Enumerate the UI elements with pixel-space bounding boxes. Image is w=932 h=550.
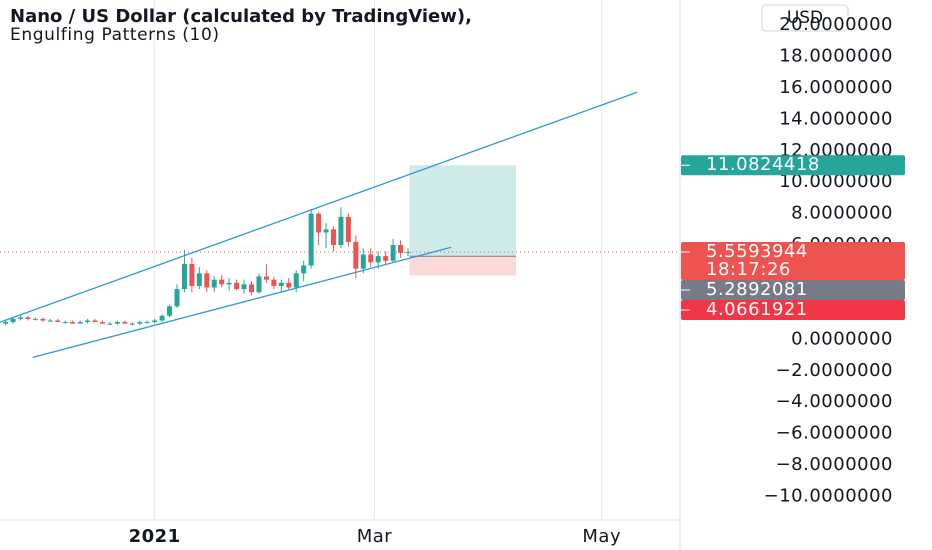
- indicator-label: Engulfing Patterns (10): [10, 25, 220, 45]
- y-tick-label: −8.0000000: [776, 454, 893, 475]
- y-tick-label: 0.0000000: [791, 328, 893, 349]
- candle-body: [286, 282, 292, 288]
- target-zone: [409, 165, 517, 257]
- candle-body: [174, 289, 180, 307]
- candle-body: [323, 229, 329, 233]
- candle-body: [368, 254, 374, 263]
- y-tick-label: −4.0000000: [776, 391, 893, 412]
- candle-body: [241, 284, 247, 290]
- candle-body: [85, 320, 91, 323]
- price-tag-label: 5.5593944: [706, 241, 808, 262]
- candle-body: [196, 273, 202, 286]
- price-tag-label: 11.0824418: [706, 154, 820, 175]
- candle-body: [17, 317, 23, 319]
- candle-body: [167, 306, 173, 316]
- candle-body: [32, 318, 38, 320]
- candle-body: [293, 273, 299, 288]
- x-tick-label: Mar: [357, 526, 393, 547]
- candle-body: [137, 322, 143, 324]
- candle-body: [308, 213, 314, 266]
- price-tag-label: 18:17:26: [706, 259, 791, 280]
- candle-body: [159, 315, 165, 321]
- y-tick-label: 16.0000000: [779, 77, 893, 98]
- candle-body: [47, 320, 53, 322]
- candle-body: [316, 213, 322, 233]
- candle-body: [122, 322, 128, 324]
- trend-line: [0, 91, 638, 323]
- candle-body: [129, 323, 135, 325]
- y-tick-label: −2.0000000: [776, 360, 893, 381]
- candle-body: [92, 320, 98, 323]
- price-tag: [681, 155, 905, 176]
- candle-body: [360, 254, 366, 269]
- candle-body: [263, 276, 269, 280]
- trend-line: [32, 246, 452, 359]
- x-tick-label: 2021: [129, 526, 181, 547]
- candle-body: [211, 279, 217, 288]
- candle-body: [10, 318, 16, 323]
- candle-body: [345, 216, 351, 242]
- candle-body: [152, 320, 158, 323]
- price-tag: [681, 241, 905, 280]
- candle-body: [234, 282, 240, 290]
- candle-body: [271, 279, 277, 286]
- candle-body: [3, 322, 9, 324]
- candle-body: [55, 320, 61, 323]
- candle-body: [189, 263, 195, 286]
- chart-title: Nano / US Dollar (calculated by TradingV…: [10, 6, 472, 27]
- candle-body: [40, 318, 46, 321]
- candle-body: [219, 279, 225, 285]
- price-tag-label: 5.2892081: [706, 279, 808, 300]
- stop-zone: [409, 256, 517, 276]
- y-tick-label: −10.0000000: [764, 485, 893, 506]
- candle-body: [181, 263, 187, 290]
- candle-body: [77, 322, 83, 324]
- candle-body: [107, 323, 113, 325]
- candle-body: [25, 317, 31, 319]
- candle-body: [144, 322, 150, 324]
- x-tick-label: May: [582, 526, 621, 547]
- price-tag: [681, 279, 905, 300]
- candle-body: [249, 284, 255, 293]
- y-tick-label: −6.0000000: [776, 423, 893, 444]
- price-tag: [681, 299, 905, 320]
- currency-label: USD: [787, 8, 823, 28]
- candle-body: [62, 322, 68, 324]
- candle-body: [70, 322, 76, 324]
- candle-body: [398, 245, 404, 253]
- price-tag-label: 4.0661921: [706, 299, 808, 320]
- candle-body: [226, 282, 232, 285]
- candle-body: [99, 322, 105, 324]
- y-tick-label: 10.0000000: [779, 171, 893, 192]
- y-tick-label: 8.0000000: [791, 203, 893, 224]
- currency-button[interactable]: [761, 4, 849, 32]
- candle-body: [256, 276, 262, 293]
- candle-body: [114, 322, 120, 324]
- y-tick-label: 20.0000000: [779, 14, 893, 35]
- candle-body: [330, 229, 336, 246]
- candle-body: [390, 245, 396, 261]
- candle-body: [338, 216, 344, 246]
- candle-body: [204, 273, 210, 288]
- y-tick-label: 14.0000000: [779, 108, 893, 129]
- candle-body: [301, 265, 307, 274]
- candle-body: [353, 241, 359, 269]
- candle-body: [383, 256, 389, 261]
- candle-body: [375, 256, 381, 263]
- y-tick-label: 18.0000000: [779, 46, 893, 67]
- candle-body: [278, 282, 284, 286]
